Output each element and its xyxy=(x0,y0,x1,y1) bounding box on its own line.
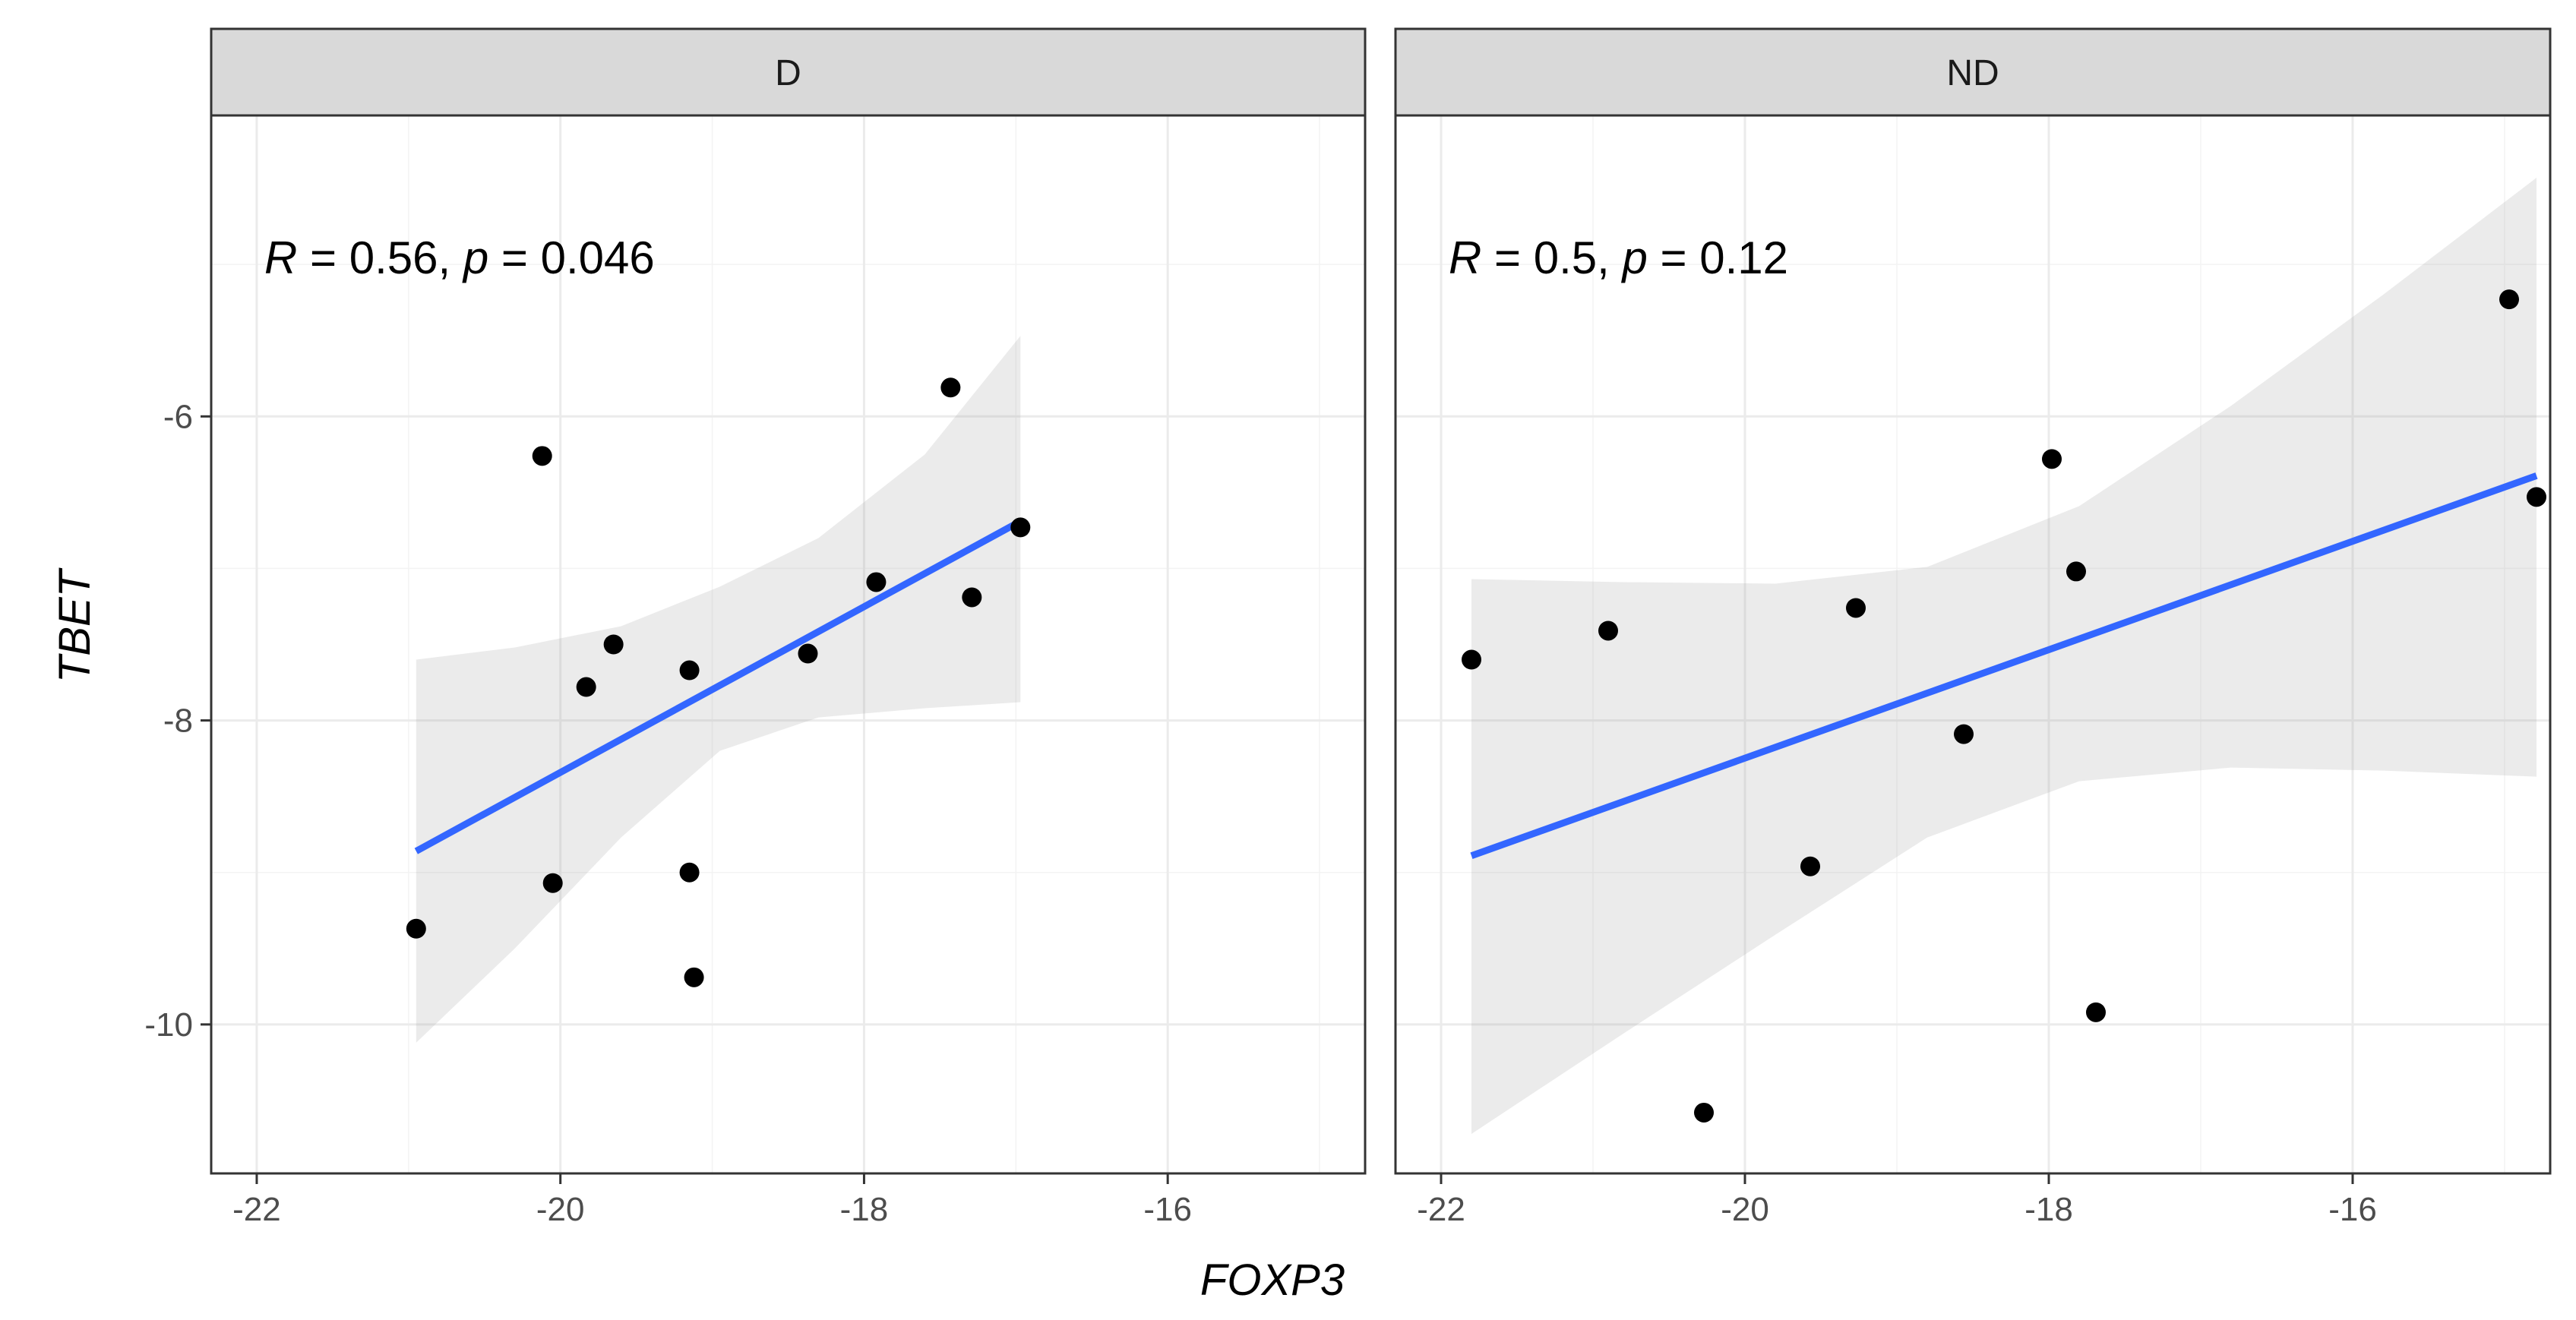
p-value: = 0.046 xyxy=(488,232,655,283)
x-tick-label: -20 xyxy=(536,1191,585,1228)
data-point xyxy=(576,677,596,697)
data-point xyxy=(1954,724,1974,744)
facet-strip xyxy=(210,27,1367,117)
r-value: = 0.5, xyxy=(1481,232,1622,283)
data-point xyxy=(866,572,887,592)
r-value: = 0.56, xyxy=(297,232,463,283)
data-point xyxy=(1462,649,1481,670)
data-point xyxy=(2086,1002,2106,1022)
data-point xyxy=(940,377,961,398)
data-point xyxy=(603,634,624,655)
data-point xyxy=(1846,598,1866,618)
panel-d: R = 0.56, p = 0.046 D -22 -20 -18 -16 xyxy=(210,27,1367,1228)
facet-strip xyxy=(1394,27,2552,117)
x-tick-label: -16 xyxy=(1143,1191,1192,1228)
x-tick-label: -20 xyxy=(1721,1191,1769,1228)
data-point xyxy=(679,660,700,681)
data-point xyxy=(1800,856,1820,876)
data-point xyxy=(406,918,426,939)
x-tick-label: -18 xyxy=(840,1191,889,1228)
data-point xyxy=(684,967,704,987)
data-point xyxy=(798,643,818,664)
data-point xyxy=(542,873,563,893)
y-axis: -10 -8 -6 xyxy=(144,398,211,1044)
x-tick-label: -22 xyxy=(1417,1191,1465,1228)
p-symbol: p xyxy=(462,232,488,283)
y-tick-label: -6 xyxy=(163,398,193,435)
data-point xyxy=(2499,289,2519,310)
r-symbol: R xyxy=(264,232,297,283)
y-axis-title: TBET xyxy=(50,567,100,683)
correlation-annotation: R = 0.5, p = 0.12 xyxy=(1449,232,1788,283)
data-point xyxy=(2066,561,2086,582)
panel-background xyxy=(1395,115,2550,1173)
x-axis-title: FOXP3 xyxy=(1200,1255,1345,1305)
data-point xyxy=(1010,517,1031,538)
data-point xyxy=(962,587,982,608)
facet-strip-label: ND xyxy=(1946,53,1999,93)
y-tick-label: -8 xyxy=(163,703,193,740)
p-symbol: p xyxy=(1620,232,1647,283)
regression-line xyxy=(414,518,1022,854)
facet-strip-label: D xyxy=(775,53,801,93)
data-point xyxy=(532,446,552,466)
data-point xyxy=(2527,487,2546,507)
r-symbol: R xyxy=(1449,232,1481,283)
data-point xyxy=(679,862,700,883)
data-point xyxy=(2042,449,2062,469)
confidence-band xyxy=(1471,178,2536,1134)
x-tick-label: -18 xyxy=(2024,1191,2073,1228)
data-point xyxy=(1598,621,1618,641)
data-point xyxy=(1694,1102,1714,1123)
correlation-annotation: R = 0.56, p = 0.046 xyxy=(264,232,655,283)
regression-line xyxy=(1470,472,2538,859)
x-tick-label: -16 xyxy=(2328,1191,2377,1228)
p-value: = 0.12 xyxy=(1648,232,1788,283)
x-tick-label: -22 xyxy=(232,1191,281,1228)
y-tick-label: -10 xyxy=(144,1006,193,1044)
panel-nd: R = 0.5, p = 0.12 ND -22 -20 -18 -16 xyxy=(1394,27,2552,1228)
